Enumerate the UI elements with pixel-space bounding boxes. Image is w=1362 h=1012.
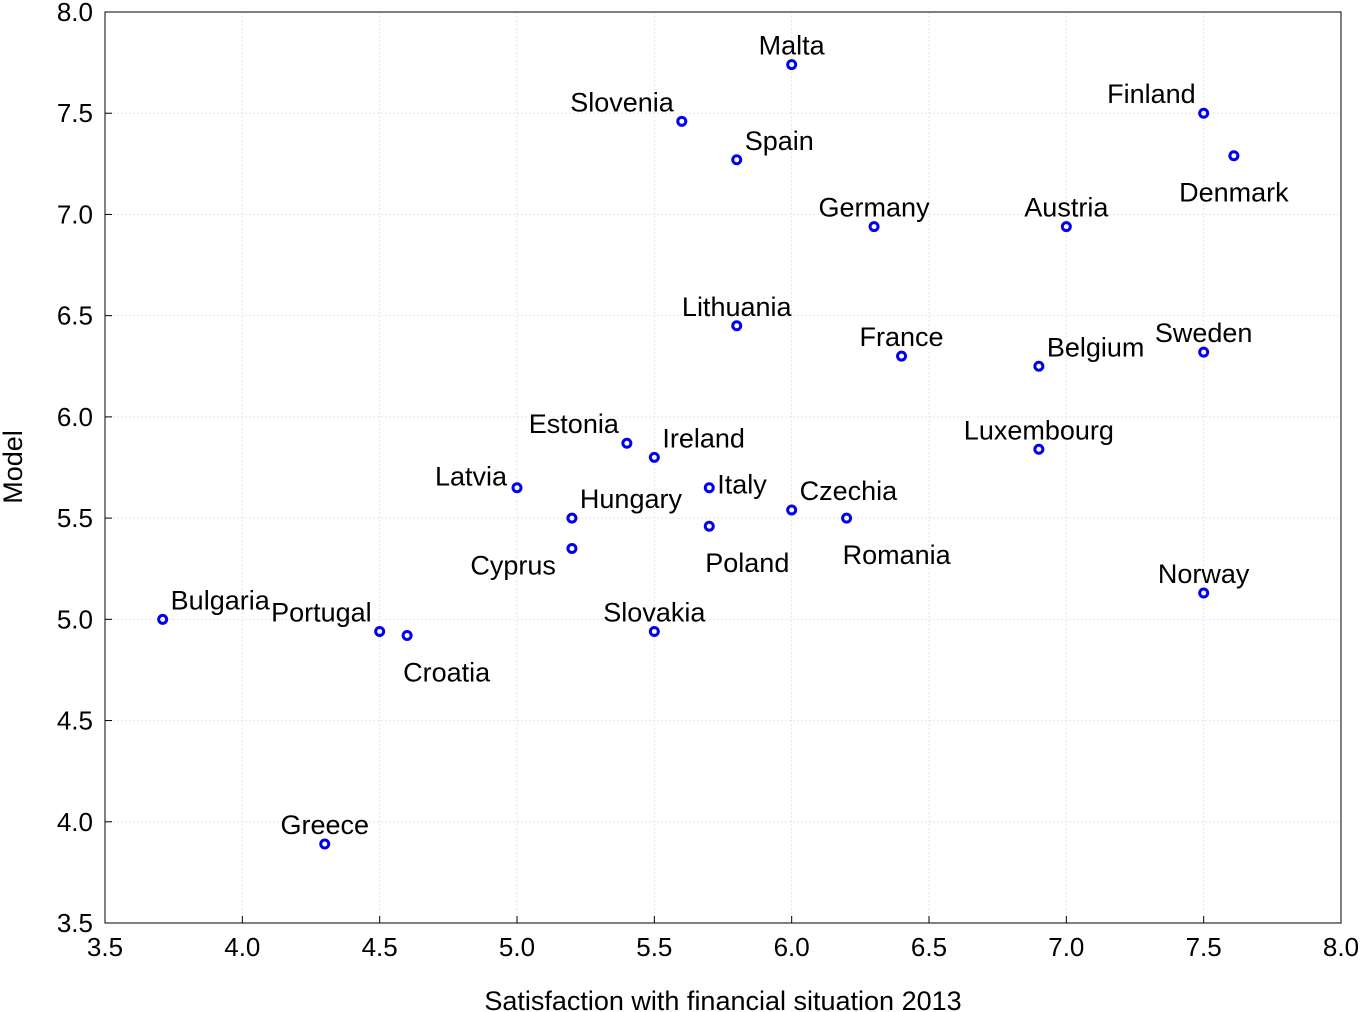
grid-lines <box>105 12 1341 923</box>
data-points: Malta Slovenia Spain Finland Denmark Germany A… <box>157 31 1289 850</box>
data-point <box>621 437 633 449</box>
data-point-label: Lithuania <box>682 292 793 322</box>
data-point <box>648 451 660 463</box>
data-point-label: France <box>860 322 944 352</box>
data-point-label: Sweden <box>1155 318 1253 348</box>
y-tick-label: 7.0 <box>57 199 93 229</box>
data-point <box>703 520 715 532</box>
axis-ticks: 3.5 4.0 4.5 5.0 5.5 6.0 6.5 7.0 7.5 8.0 3.5 4.0 4.5 5… <box>57 0 1359 962</box>
data-point-label: Portugal <box>271 597 372 627</box>
x-tick-label: 4.5 <box>362 932 398 962</box>
data-point-label: Bulgaria <box>171 585 271 615</box>
y-tick-label: 7.5 <box>57 98 93 128</box>
data-point-label: Denmark <box>1179 178 1289 208</box>
x-tick-label: 8.0 <box>1323 932 1359 962</box>
data-point <box>566 542 578 554</box>
x-tick-label: 5.0 <box>499 932 535 962</box>
data-point <box>786 59 798 71</box>
x-tick-label: 3.5 <box>87 932 123 962</box>
data-point <box>1198 587 1210 599</box>
data-point <box>1228 150 1240 162</box>
data-point-label: Italy <box>717 470 767 500</box>
data-point <box>1198 107 1210 119</box>
x-tick-label: 6.5 <box>911 932 947 962</box>
data-point <box>1198 346 1210 358</box>
y-tick-label: 4.5 <box>57 706 93 736</box>
data-point <box>648 625 660 637</box>
data-point <box>731 320 743 332</box>
data-point <box>1033 360 1045 372</box>
y-tick-label: 5.0 <box>57 604 93 634</box>
data-point <box>319 838 331 850</box>
data-point-label: Finland <box>1107 79 1196 109</box>
y-tick-label: 4.0 <box>57 807 93 837</box>
y-tick-label: 8.0 <box>57 0 93 27</box>
data-point-label: Austria <box>1024 193 1109 223</box>
x-tick-label: 6.0 <box>774 932 810 962</box>
data-point <box>841 512 853 524</box>
data-point-label: Norway <box>1158 559 1250 589</box>
x-tick-label: 7.5 <box>1186 932 1222 962</box>
data-point-label: Czechia <box>800 476 899 506</box>
data-point-label: Greece <box>280 810 369 840</box>
data-point <box>511 482 523 494</box>
data-point <box>566 512 578 524</box>
data-point-label: Ireland <box>662 423 745 453</box>
data-point <box>401 630 413 642</box>
data-point-label: Poland <box>705 548 789 578</box>
data-point-label: Croatia <box>403 658 491 688</box>
data-point-label: Germany <box>819 193 931 223</box>
x-tick-label: 7.0 <box>1048 932 1084 962</box>
data-point <box>676 115 688 127</box>
data-point-label: Malta <box>759 31 826 61</box>
data-point-label: Cyprus <box>470 550 556 580</box>
data-point-label: Belgium <box>1047 332 1145 362</box>
data-point <box>731 154 743 166</box>
data-point <box>374 625 386 637</box>
y-tick-label: 5.5 <box>57 503 93 533</box>
data-point-label: Estonia <box>529 409 620 439</box>
y-tick-label: 3.5 <box>57 908 93 938</box>
x-tick-label: 4.0 <box>224 932 260 962</box>
y-tick-label: 6.0 <box>57 402 93 432</box>
x-axis-label: Satisfaction with financial situation 20… <box>484 986 961 1012</box>
y-tick-label: 6.5 <box>57 301 93 331</box>
data-point <box>896 350 908 362</box>
data-point <box>786 504 798 516</box>
data-point-label: Luxembourg <box>964 415 1114 445</box>
data-point-label: Latvia <box>435 462 508 492</box>
y-axis-label: Model <box>0 430 28 504</box>
data-point-label: Spain <box>745 126 814 156</box>
data-point <box>868 221 880 233</box>
data-point <box>1033 443 1045 455</box>
data-point-label: Romania <box>843 540 952 570</box>
data-point-label: Hungary <box>580 484 683 514</box>
x-tick-label: 5.5 <box>636 932 672 962</box>
plot-area <box>104 11 1342 924</box>
data-point-label: Slovakia <box>603 597 706 627</box>
data-point <box>1060 221 1072 233</box>
data-point-label: Slovenia <box>570 87 675 117</box>
data-point <box>703 482 715 494</box>
data-point <box>157 613 169 625</box>
